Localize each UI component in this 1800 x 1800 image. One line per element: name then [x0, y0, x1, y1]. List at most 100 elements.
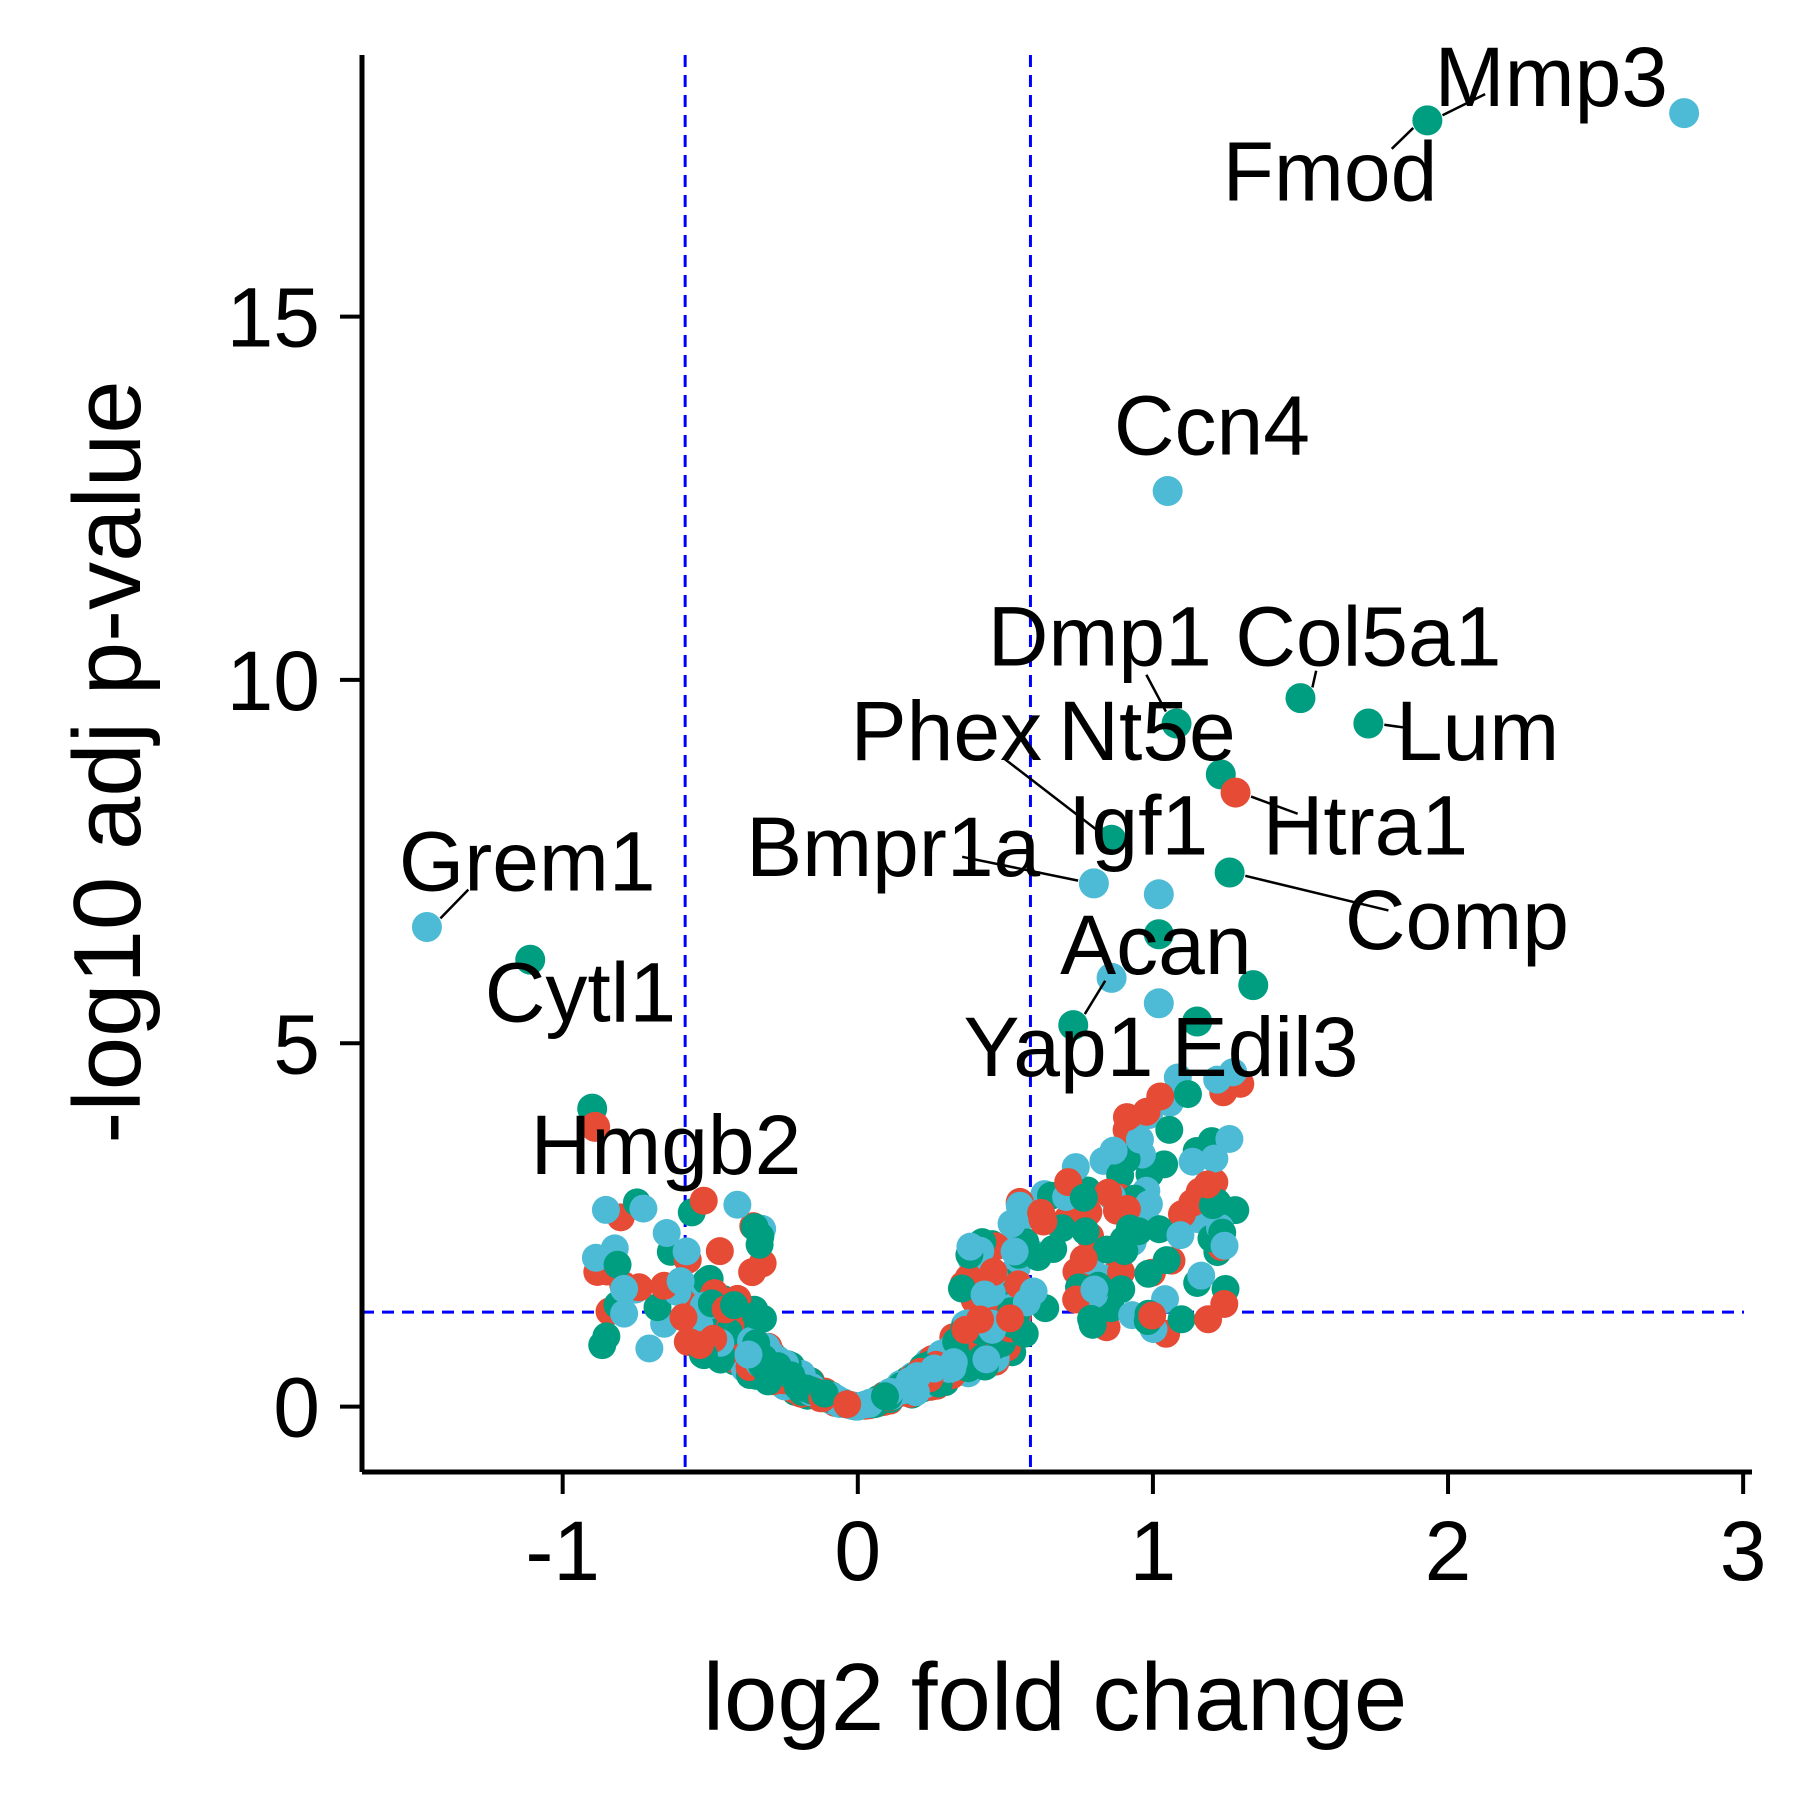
data-point — [603, 1250, 632, 1279]
label-leader-line — [1145, 674, 1167, 713]
highlight-point — [1078, 868, 1109, 899]
data-point — [1150, 1150, 1179, 1179]
data-point — [738, 1258, 767, 1287]
y-tick-label: 5 — [273, 997, 320, 1091]
highlight-point — [1143, 919, 1174, 950]
data-points — [411, 98, 1700, 1421]
data-point — [685, 1331, 714, 1360]
gene-label-mmp3: Mmp3 — [1435, 30, 1668, 124]
data-point — [1152, 1246, 1181, 1275]
data-point — [1069, 1244, 1098, 1273]
highlight-point — [1182, 1006, 1213, 1037]
data-point — [966, 1305, 995, 1334]
data-point — [1029, 1207, 1058, 1236]
data-point — [1218, 1058, 1247, 1087]
x-tick-label: 1 — [1130, 1504, 1177, 1598]
gene-label-dmp1: Dmp1 — [988, 589, 1212, 683]
data-point — [1077, 1304, 1106, 1333]
data-point — [970, 1280, 999, 1309]
y-tick-label: 10 — [227, 634, 320, 728]
data-point — [669, 1303, 698, 1332]
data-point — [1146, 1082, 1175, 1111]
gene-label-yap1: Yap1 — [963, 1000, 1153, 1094]
highlight-point — [1161, 708, 1192, 739]
highlight-point — [1285, 683, 1316, 714]
data-point — [1166, 1221, 1195, 1250]
highlight-point — [1143, 879, 1174, 910]
label-leader-line — [1083, 980, 1107, 1015]
data-point — [723, 1190, 752, 1219]
label-leader-line — [439, 888, 470, 920]
label-leader-lines — [439, 92, 1486, 1015]
gene-label-cytl1: Cytl1 — [485, 945, 676, 1039]
data-point — [591, 1195, 620, 1224]
label-leader-line — [1245, 874, 1389, 912]
data-point — [741, 1301, 770, 1330]
highlight-point — [1214, 857, 1245, 888]
gene-label-col5a1: Col5a1 — [1235, 589, 1501, 683]
data-point — [1115, 1214, 1144, 1243]
data-point — [979, 1258, 1008, 1287]
axes — [359, 55, 1752, 1475]
highlight-point — [1096, 962, 1127, 993]
data-point — [1099, 1136, 1128, 1165]
data-point — [947, 1274, 976, 1303]
data-point — [1138, 1301, 1167, 1330]
data-point — [1092, 1235, 1121, 1264]
data-point — [1194, 1305, 1223, 1334]
data-point — [592, 1322, 621, 1351]
gene-label-ccn4: Ccn4 — [1114, 379, 1310, 473]
gene-label-acan: Acan — [1060, 898, 1251, 992]
data-point — [1107, 1275, 1136, 1304]
highlight-point — [1058, 1010, 1089, 1041]
data-point — [1000, 1237, 1029, 1266]
data-point — [629, 1194, 658, 1223]
data-point — [810, 1379, 839, 1408]
data-point — [939, 1348, 968, 1377]
data-point — [1178, 1147, 1207, 1176]
label-leader-line — [1311, 670, 1318, 688]
data-point — [1167, 1305, 1196, 1334]
x-axis-label: log2 fold change — [703, 1644, 1408, 1751]
data-point — [672, 1237, 701, 1266]
data-point — [745, 1230, 774, 1259]
data-point — [1167, 1200, 1196, 1229]
highlight-point — [411, 912, 442, 942]
label-leader-line — [1390, 127, 1415, 150]
data-point — [1173, 1080, 1202, 1109]
gene-label-bmpr1a: Bmpr1a — [746, 800, 1040, 894]
data-point — [689, 1186, 718, 1215]
data-point — [581, 1243, 610, 1272]
gene-label-comp: Comp — [1345, 873, 1569, 967]
gene-label-lum: Lum — [1396, 684, 1559, 778]
data-point — [1125, 1125, 1154, 1154]
data-point — [720, 1291, 749, 1320]
gene-label-htra1: Htra1 — [1263, 778, 1468, 872]
data-point — [705, 1237, 734, 1266]
data-point — [972, 1345, 1001, 1374]
highlight-point — [1412, 105, 1443, 136]
data-point — [1155, 1115, 1184, 1144]
y-tick-label: 0 — [273, 1361, 320, 1455]
label-leader-line — [1004, 758, 1099, 833]
data-point — [956, 1232, 985, 1261]
data-point — [833, 1390, 862, 1419]
highlight-point — [515, 944, 546, 975]
highlight-point — [1096, 824, 1127, 855]
gene-label-fmod: Fmod — [1223, 124, 1438, 218]
label-leader-line — [1441, 92, 1486, 117]
y-tick-label: 15 — [227, 271, 320, 365]
data-point — [635, 1334, 664, 1363]
data-point — [1134, 1190, 1163, 1219]
x-tick-label: 0 — [834, 1504, 881, 1598]
data-point — [901, 1378, 930, 1407]
data-point — [996, 1304, 1025, 1333]
gene-label-nt5e: Nt5e — [1058, 684, 1235, 778]
data-point — [1210, 1231, 1239, 1260]
x-tick-label: -1 — [525, 1504, 600, 1598]
highlight-point — [1152, 476, 1183, 506]
highlight-point — [580, 1111, 611, 1142]
highlight-point — [1669, 98, 1700, 129]
data-point — [870, 1382, 899, 1411]
